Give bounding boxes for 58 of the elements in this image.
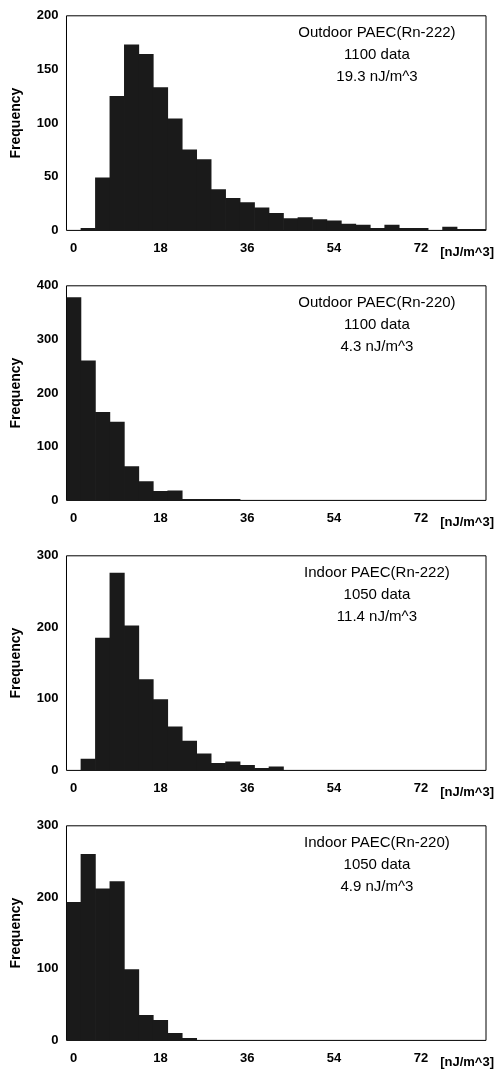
- y-tick-label: 300: [36, 817, 59, 833]
- annotation: 19.3 nJ/m^3: [336, 67, 418, 85]
- x-axis-title: [nJ/m^3]: [440, 243, 494, 259]
- annotation: 4.9 nJ/m^3: [340, 877, 414, 895]
- x-tick-label: 0: [70, 239, 78, 255]
- y-tick-label: 200: [36, 888, 59, 904]
- annotation: 11.4 nJ/m^3: [336, 607, 417, 625]
- annotation: 4.3 nJ/m^3: [340, 337, 414, 355]
- annotation: Indoor PAEC(Rn-220): [304, 833, 450, 851]
- x-axis-title: [nJ/m^3]: [440, 513, 494, 529]
- y-tick-label: 150: [36, 61, 59, 77]
- y-tick-label: 100: [36, 960, 59, 976]
- annotation: 1050 data: [343, 855, 411, 873]
- x-tick-label: 72: [413, 1049, 429, 1065]
- y-tick-label: 100: [36, 114, 59, 130]
- annotation: 1050 data: [343, 585, 411, 603]
- x-tick-label: 54: [326, 239, 343, 255]
- x-axis-title: [nJ/m^3]: [440, 783, 494, 799]
- y-tick-label: 0: [51, 221, 59, 237]
- y-tick-label: 200: [36, 618, 59, 634]
- annotation: 1100 data: [344, 315, 411, 333]
- x-tick-label: 54: [326, 1049, 343, 1065]
- x-tick-label: 18: [153, 239, 168, 255]
- x-tick-label: 54: [326, 779, 343, 795]
- y-tick-label: 0: [51, 761, 59, 777]
- x-tick-label: 36: [240, 779, 255, 795]
- y-tick-label: 200: [36, 384, 59, 400]
- y-tick-label: 0: [51, 1031, 59, 1047]
- y-tick-label: 200: [36, 7, 59, 23]
- x-tick-label: 0: [70, 779, 78, 795]
- y-tick-label: 300: [36, 331, 59, 347]
- y-tick-label: 300: [36, 547, 59, 563]
- x-tick-label: 18: [153, 779, 168, 795]
- annotation: 1100 data: [344, 45, 411, 63]
- x-tick-label: 72: [413, 509, 429, 525]
- x-tick-label: 18: [153, 1049, 168, 1065]
- annotation: Outdoor PAEC(Rn-220): [298, 293, 456, 311]
- x-axis-title: [nJ/m^3]: [440, 1053, 494, 1069]
- y-axis-title: Frequency: [7, 897, 24, 969]
- x-tick-label: 36: [240, 1049, 255, 1065]
- x-tick-label: 36: [240, 239, 255, 255]
- y-axis-title: Frequency: [7, 87, 24, 159]
- x-tick-label: 54: [326, 509, 343, 525]
- x-tick-label: 0: [70, 1049, 78, 1065]
- x-tick-label: 72: [413, 779, 429, 795]
- y-axis-title: Frequency: [7, 627, 24, 699]
- x-tick-label: 72: [413, 239, 429, 255]
- x-tick-label: 0: [70, 509, 78, 525]
- x-tick-label: 36: [240, 509, 255, 525]
- y-tick-label: 100: [36, 438, 59, 454]
- y-tick-label: 400: [36, 277, 59, 293]
- annotation: Indoor PAEC(Rn-222): [304, 563, 450, 581]
- y-tick-label: 100: [36, 690, 59, 706]
- y-tick-label: 50: [44, 168, 59, 184]
- annotation: Outdoor PAEC(Rn-222): [298, 23, 456, 41]
- x-tick-label: 18: [153, 509, 168, 525]
- y-axis-title: Frequency: [7, 357, 24, 429]
- y-tick-label: 0: [51, 491, 59, 507]
